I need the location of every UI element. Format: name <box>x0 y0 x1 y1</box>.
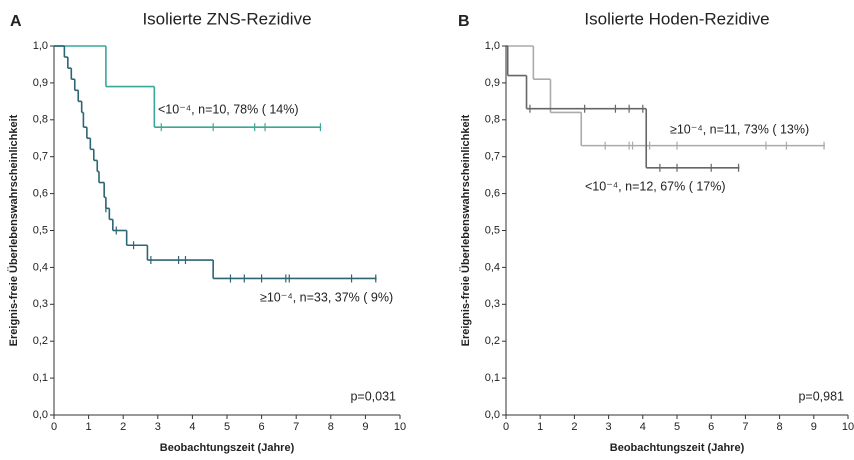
x-tick-label: 5 <box>224 421 230 433</box>
x-tick-label: 0 <box>503 421 509 433</box>
y-tick-label: 0,4 <box>33 261 48 273</box>
x-tick-label: 9 <box>811 421 817 433</box>
x-tick-label: 9 <box>362 421 368 433</box>
series-label: <10⁻⁴, n=10, 78% ( 14%) <box>158 102 299 116</box>
x-tick-label: 8 <box>777 421 783 433</box>
y-tick-label: 0,2 <box>33 335 48 347</box>
y-tick-label: 0,1 <box>33 372 48 384</box>
y-tick-label: 0,8 <box>485 114 500 126</box>
y-tick-label: 0,3 <box>485 298 500 310</box>
x-tick-label: 5 <box>674 421 680 433</box>
x-tick-label: 8 <box>328 421 334 433</box>
y-tick-label: 0,6 <box>485 188 500 200</box>
y-tick-label: 0,6 <box>33 188 48 200</box>
x-tick-label: 4 <box>640 421 646 433</box>
series-label: ≥10⁻⁴, n=33, 37% ( 9%) <box>260 290 393 304</box>
x-tick-label: 7 <box>293 421 299 433</box>
y-tick-label: 1,0 <box>485 40 500 52</box>
y-tick-label: 0,3 <box>33 298 48 310</box>
x-tick-label: 7 <box>742 421 748 433</box>
x-tick-label: 10 <box>394 421 406 433</box>
y-tick-label: 0,5 <box>485 224 500 236</box>
panel-letter: B <box>458 13 470 30</box>
x-tick-label: 2 <box>120 421 126 433</box>
panel-letter: A <box>10 13 22 30</box>
y-tick-label: 0,1 <box>485 372 500 384</box>
chart-title: Isolierte ZNS-Rezidive <box>142 9 311 28</box>
y-tick-label: 1,0 <box>33 40 48 52</box>
x-tick-label: 4 <box>189 421 195 433</box>
y-tick-label: 0,0 <box>485 409 500 421</box>
y-tick-label: 0,2 <box>485 335 500 347</box>
x-axis-title: Beobachtungszeit (Jahre) <box>160 442 295 454</box>
y-tick-label: 0,9 <box>485 77 500 89</box>
p-value: p=0,031 <box>350 389 396 403</box>
y-tick-label: 0,8 <box>33 114 48 126</box>
p-value: p=0,981 <box>798 389 844 403</box>
x-tick-label: 6 <box>259 421 265 433</box>
y-tick-label: 0,7 <box>485 151 500 163</box>
x-tick-label: 6 <box>708 421 714 433</box>
y-tick-label: 0,4 <box>485 261 500 273</box>
y-axis-title: Ereignis-freie Überlebenswahrscheinlichk… <box>7 114 20 346</box>
series-label: ≥10⁻⁴, n=11, 73% ( 13%) <box>670 122 809 136</box>
y-tick-label: 0,7 <box>33 151 48 163</box>
x-tick-label: 2 <box>571 421 577 433</box>
x-tick-label: 0 <box>51 421 57 433</box>
x-tick-label: 3 <box>606 421 612 433</box>
x-tick-label: 3 <box>155 421 161 433</box>
series-label: <10⁻⁴, n=12, 67% ( 17%) <box>585 179 726 193</box>
x-tick-label: 10 <box>842 421 854 433</box>
x-tick-label: 1 <box>86 421 92 433</box>
x-tick-label: 1 <box>537 421 543 433</box>
y-tick-label: 0,0 <box>33 409 48 421</box>
y-tick-label: 0,5 <box>33 224 48 236</box>
y-axis-title: Ereignis-freie Überlebenswahrscheinlichk… <box>459 114 472 346</box>
chart-title: Isolierte Hoden-Rezidive <box>584 9 769 28</box>
x-axis-title: Beobachtungszeit (Jahre) <box>610 442 745 454</box>
y-tick-label: 0,9 <box>33 77 48 89</box>
